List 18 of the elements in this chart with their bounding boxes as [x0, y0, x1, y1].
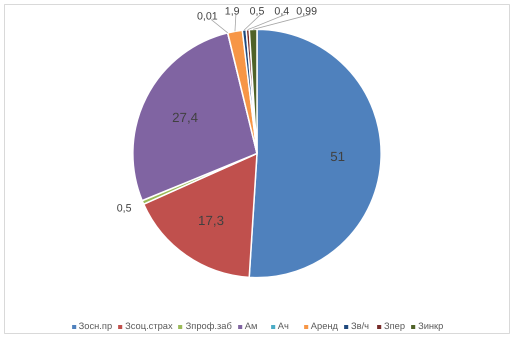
- data-label: 0,4: [274, 5, 290, 18]
- legend-label: Ач: [278, 321, 290, 331]
- legend-label: Зосн.пр: [78, 321, 112, 331]
- data-label: 0,01: [196, 10, 218, 22]
- legend-label: Зсоц.страх: [125, 321, 173, 331]
- data-label: 0,99: [296, 5, 318, 18]
- data-label: 51: [330, 149, 346, 164]
- legend-label: Зв/ч: [351, 321, 370, 331]
- legend-label: Зпроф.заб: [186, 321, 232, 331]
- data-label: 0,5: [250, 5, 264, 18]
- legend-label: Зинкр: [418, 321, 444, 331]
- data-label: 17,3: [198, 212, 224, 228]
- data-label: 27,4: [172, 110, 199, 125]
- data-label: 0,5: [116, 202, 132, 214]
- legend-label: Аренд: [310, 321, 338, 331]
- data-label: 1,9: [224, 5, 240, 18]
- legend-label: Ам: [244, 321, 258, 331]
- legend-label: Зпер: [384, 321, 406, 331]
